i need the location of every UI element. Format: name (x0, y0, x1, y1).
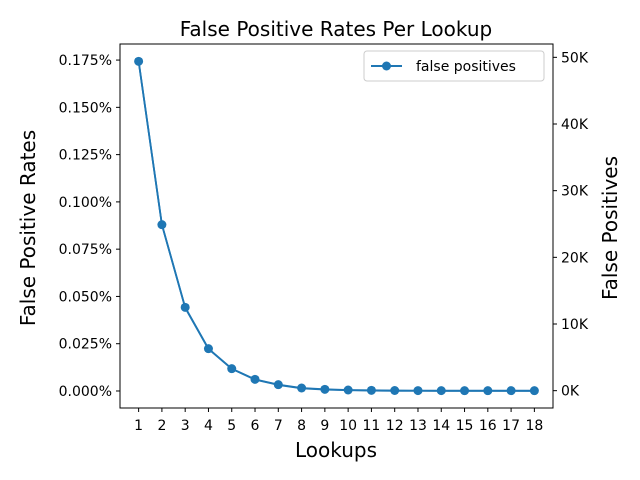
left-y-tick-label: 0.100% (59, 195, 112, 211)
x-tick-label: 1 (134, 418, 143, 434)
x-tick-label: 2 (157, 418, 166, 434)
x-tick-label: 17 (502, 418, 520, 434)
legend: false positives (363, 50, 545, 82)
left-y-tick-label: 0.125% (59, 148, 112, 164)
series-line-left-axis-rate (137, 60, 536, 392)
x-tick-label: 18 (525, 418, 543, 434)
right-y-tick-label: 10K (561, 317, 589, 333)
right-y-axis-label: False Positives (598, 156, 622, 300)
x-tick-label: 9 (320, 418, 329, 434)
right-y-tick-label: 0K (561, 384, 580, 400)
legend-entry-false-positives: false positives (416, 59, 516, 75)
left-y-axis-label: False Positive Rates (16, 130, 40, 326)
legend-marker-icon (382, 61, 391, 71)
x-tick-label: 6 (251, 418, 260, 434)
left-y-tick-label: 0.175% (59, 53, 112, 69)
right-y-tick-label: 40K (561, 117, 589, 133)
plot-area-frame (119, 43, 554, 409)
right-y-tick-label: 20K (561, 250, 589, 266)
x-axis-ticks: 1 2 3 4 5 6 7 8 9 10 11 12 13 14 15 16 17 18 (134, 408, 543, 434)
left-y-tick-label: 0.000% (59, 384, 112, 400)
x-tick-label: 16 (479, 418, 497, 434)
right-y-tick-label: 30K (561, 184, 589, 200)
x-tick-label: 3 (181, 418, 190, 434)
left-y-tick-label: 0.050% (59, 289, 112, 305)
x-tick-label: 15 (456, 418, 474, 434)
x-axis-label: Lookups (295, 438, 377, 462)
x-tick-label: 12 (386, 418, 404, 434)
chart-title: False Positive Rates Per Lookup (180, 17, 493, 41)
right-y-axis-ticks: 0K 10K 20K 30K 40K 50K (553, 50, 589, 400)
x-tick-label: 11 (363, 418, 381, 434)
x-tick-label: 10 (339, 418, 357, 434)
x-tick-label: 4 (204, 418, 213, 434)
x-tick-label: 13 (409, 418, 427, 434)
series-layer (134, 56, 539, 396)
x-tick-label: 14 (432, 418, 450, 434)
left-y-tick-label: 0.025% (59, 337, 112, 353)
x-tick-label: 5 (227, 418, 236, 434)
legend-box (363, 50, 545, 82)
right-y-tick-label: 50K (561, 50, 589, 66)
left-y-tick-label: 0.075% (59, 242, 112, 258)
left-y-tick-label: 0.150% (59, 100, 112, 116)
x-tick-label: 7 (274, 418, 283, 434)
left-y-axis-ticks: 0.000% 0.025% 0.050% 0.075% 0.100% 0.125% 0.15… (59, 53, 120, 400)
x-tick-label: 8 (297, 418, 306, 434)
